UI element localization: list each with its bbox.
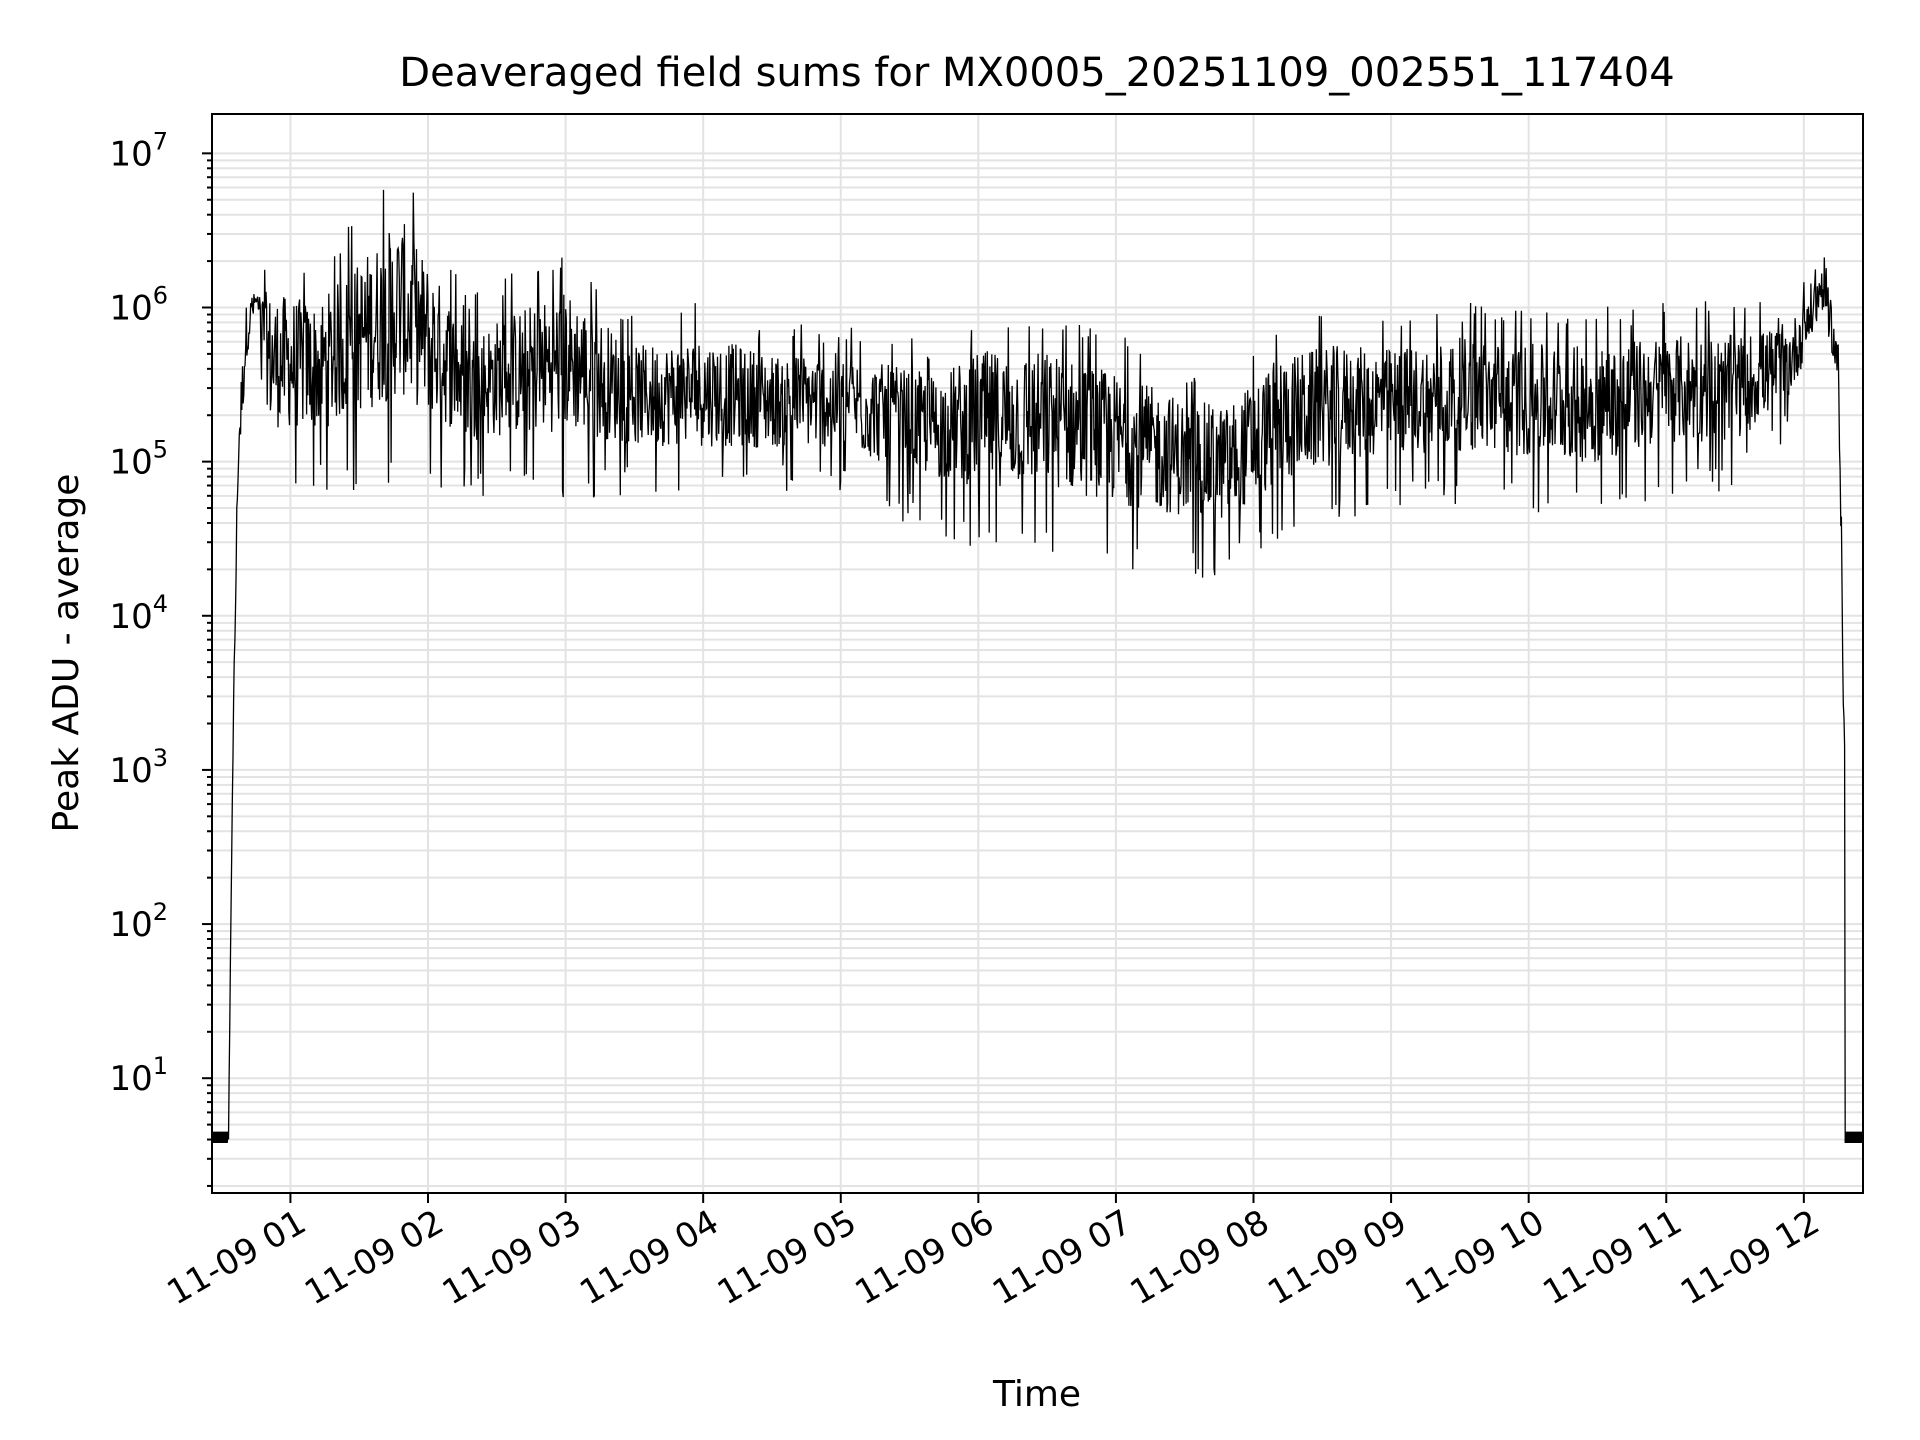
x-axis-label: Time: [992, 1374, 1081, 1415]
chart-title: Deaveraged field sums for MX0005_2025110…: [399, 50, 1674, 96]
y-tick-label: 104: [109, 590, 168, 637]
y-tick-label: 103: [109, 744, 168, 791]
y-tick-base: 10: [109, 1059, 152, 1099]
y-tick-base: 10: [109, 288, 152, 328]
grid: [212, 114, 1863, 1193]
y-tick-exponent: 4: [153, 590, 168, 618]
y-tick-label: 107: [109, 127, 168, 174]
y-tick-base: 10: [109, 905, 152, 945]
y-axis-label: Peak ADU - average: [46, 474, 87, 833]
y-tick-exponent: 7: [153, 127, 168, 155]
y-tick-base: 10: [109, 134, 152, 174]
y-tick-exponent: 1: [153, 1052, 168, 1080]
y-tick-exponent: 3: [153, 744, 168, 772]
series-line: [211, 189, 1864, 1144]
y-tick-label: 102: [109, 898, 168, 945]
y-tick-label: 106: [109, 281, 168, 328]
y-tick-base: 10: [109, 597, 152, 637]
y-tick-base: 10: [109, 751, 152, 791]
plot-frame: [211, 113, 1864, 1194]
y-tick-exponent: 5: [153, 436, 168, 464]
y-tick-label: 101: [109, 1052, 168, 1099]
y-tick-label: 105: [109, 436, 168, 483]
y-tick-exponent: 6: [153, 281, 168, 309]
y-tick-exponent: 2: [153, 898, 168, 926]
series-group: [211, 189, 1864, 1144]
y-tick-base: 10: [109, 443, 152, 483]
